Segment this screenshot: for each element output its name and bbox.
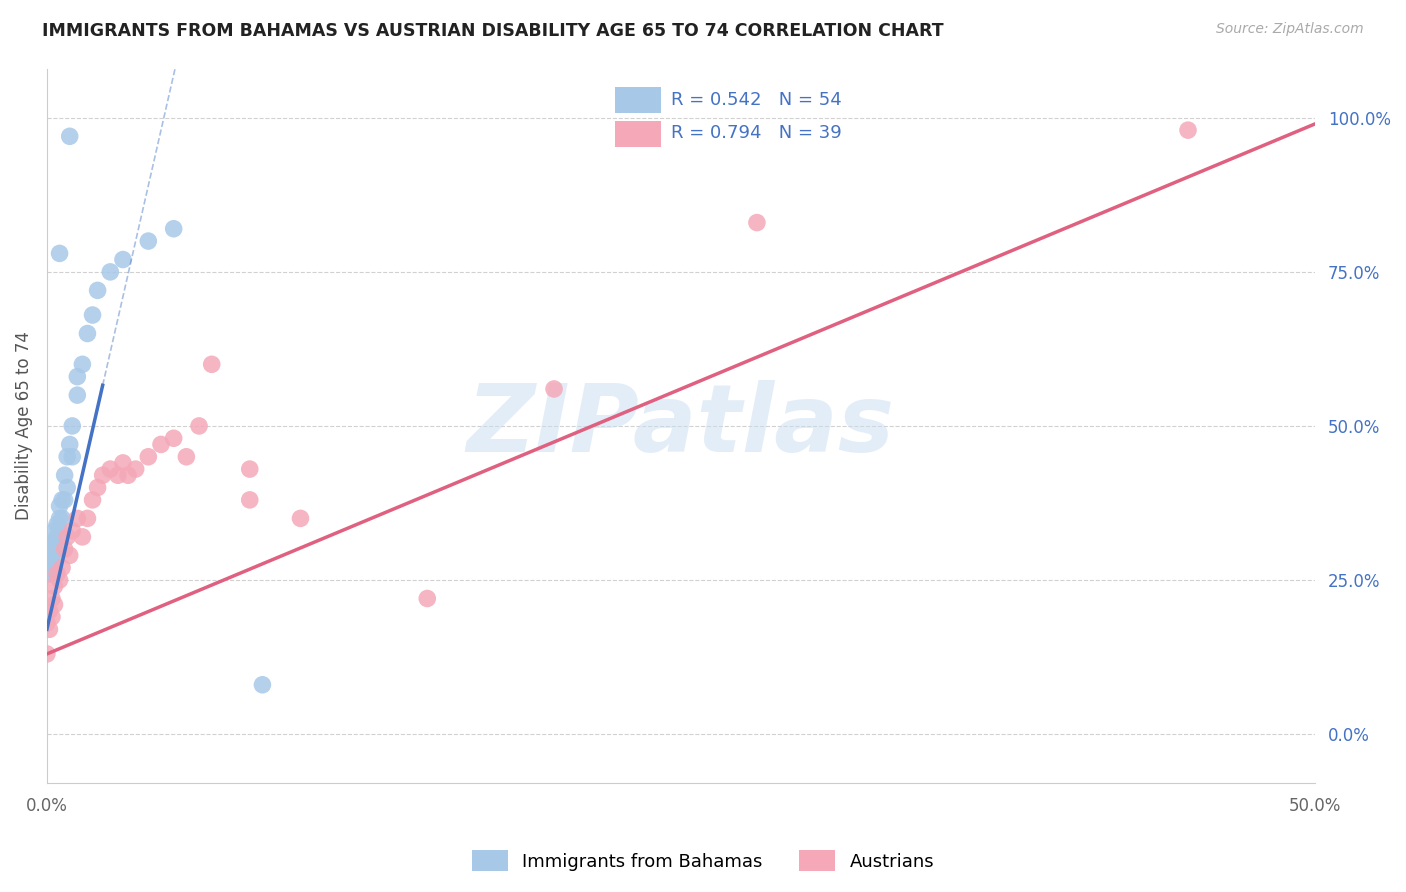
Point xyxy=(56,450,79,464)
Point xyxy=(745,216,768,230)
Point xyxy=(98,462,121,476)
Point xyxy=(46,566,69,581)
Point xyxy=(41,549,63,563)
Point xyxy=(76,511,98,525)
Point xyxy=(59,549,82,563)
Point xyxy=(117,468,139,483)
Point xyxy=(38,555,60,569)
Point xyxy=(60,419,83,434)
Point xyxy=(136,234,159,248)
Point xyxy=(150,437,173,451)
Point xyxy=(59,437,82,451)
Point xyxy=(176,450,198,464)
Point xyxy=(44,524,66,538)
Point xyxy=(46,530,69,544)
Point xyxy=(44,579,66,593)
Point xyxy=(163,221,186,235)
Point xyxy=(35,566,58,581)
Point xyxy=(66,511,89,525)
Point xyxy=(48,246,70,260)
Point xyxy=(76,326,98,341)
Point xyxy=(38,560,60,574)
Point xyxy=(86,481,108,495)
Point xyxy=(44,542,66,557)
Point xyxy=(38,555,60,569)
Text: ZIPatlas: ZIPatlas xyxy=(467,380,894,472)
Point xyxy=(56,530,79,544)
Point xyxy=(35,555,58,569)
Point xyxy=(38,622,60,636)
Point xyxy=(35,647,58,661)
Point xyxy=(44,598,66,612)
Point xyxy=(46,542,69,557)
Point xyxy=(35,560,58,574)
Point xyxy=(48,499,70,513)
Point xyxy=(35,555,58,569)
Point xyxy=(53,542,76,557)
Point xyxy=(41,610,63,624)
Point xyxy=(53,468,76,483)
Point xyxy=(188,419,211,434)
Point xyxy=(41,560,63,574)
Point xyxy=(48,511,70,525)
Point xyxy=(59,129,82,144)
Point xyxy=(41,536,63,550)
Point xyxy=(35,560,58,574)
Point xyxy=(48,573,70,587)
Point xyxy=(35,616,58,631)
Point xyxy=(72,357,94,371)
Point xyxy=(35,549,58,563)
Point xyxy=(86,284,108,298)
Point xyxy=(72,530,94,544)
Point xyxy=(35,560,58,574)
Point xyxy=(44,536,66,550)
Point xyxy=(53,492,76,507)
Point xyxy=(38,560,60,574)
Point xyxy=(51,560,73,574)
Point xyxy=(48,524,70,538)
Text: Source: ZipAtlas.com: Source: ZipAtlas.com xyxy=(1216,22,1364,37)
Point xyxy=(239,492,262,507)
Y-axis label: Disability Age 65 to 74: Disability Age 65 to 74 xyxy=(15,332,32,520)
Point xyxy=(201,357,224,371)
Text: IMMIGRANTS FROM BAHAMAS VS AUSTRIAN DISABILITY AGE 65 TO 74 CORRELATION CHART: IMMIGRANTS FROM BAHAMAS VS AUSTRIAN DISA… xyxy=(42,22,943,40)
Point xyxy=(82,492,104,507)
Point xyxy=(35,542,58,557)
Point xyxy=(252,678,274,692)
Point xyxy=(239,462,262,476)
Point xyxy=(82,308,104,322)
Point xyxy=(543,382,565,396)
Point xyxy=(66,369,89,384)
Point xyxy=(38,566,60,581)
Point xyxy=(60,524,83,538)
Point xyxy=(38,549,60,563)
Point xyxy=(38,604,60,618)
Point xyxy=(136,450,159,464)
Point xyxy=(44,549,66,563)
Point xyxy=(38,542,60,557)
Point xyxy=(66,388,89,402)
Point xyxy=(35,549,58,563)
Legend: Immigrants from Bahamas, Austrians: Immigrants from Bahamas, Austrians xyxy=(464,843,942,879)
Point xyxy=(60,450,83,464)
Point xyxy=(46,517,69,532)
Point xyxy=(416,591,439,606)
Point xyxy=(124,462,146,476)
Point xyxy=(98,265,121,279)
Point xyxy=(111,456,134,470)
Point xyxy=(41,591,63,606)
Point xyxy=(41,555,63,569)
Point xyxy=(111,252,134,267)
Point xyxy=(290,511,312,525)
Point xyxy=(41,542,63,557)
Point xyxy=(51,511,73,525)
Point xyxy=(163,431,186,445)
Point xyxy=(91,468,114,483)
Point xyxy=(56,481,79,495)
Point xyxy=(1177,123,1199,137)
Point xyxy=(35,560,58,574)
Point xyxy=(107,468,129,483)
Point xyxy=(51,492,73,507)
